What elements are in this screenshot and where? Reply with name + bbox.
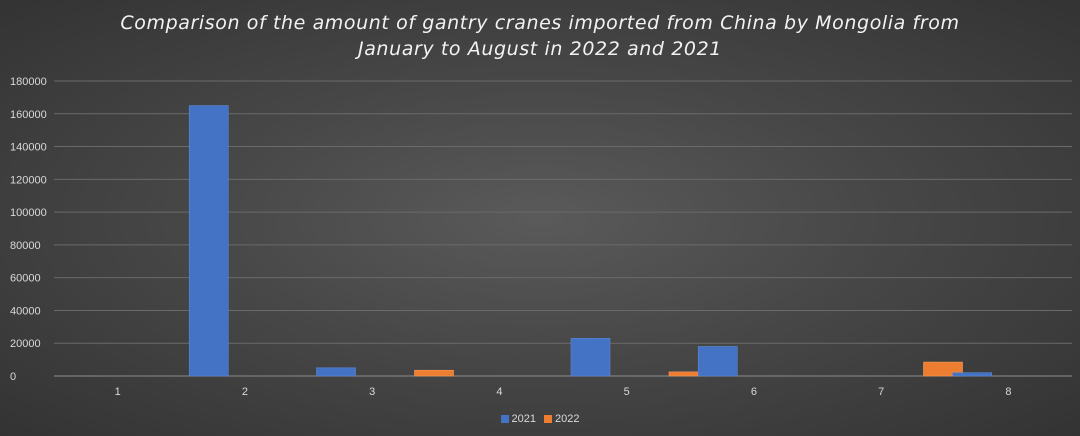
y-tick-label: 80000 — [10, 240, 41, 252]
y-tick-label: 20000 — [10, 338, 41, 350]
legend-label-2022: 2022 — [555, 413, 580, 425]
y-tick-label: 40000 — [10, 305, 41, 317]
x-tick-label: 2 — [242, 386, 248, 398]
bar-2021-5 — [570, 338, 611, 377]
chart-title: Comparison of the amount of gantry crane… — [0, 10, 1080, 62]
x-tick-label: 8 — [1005, 386, 1011, 398]
x-tick-label: 6 — [751, 386, 757, 398]
y-tick-label: 120000 — [10, 174, 47, 186]
legend: 2021 2022 — [0, 413, 1080, 425]
bar-2021-2 — [188, 105, 229, 377]
chart-title-line-1: Comparison of the amount of gantry crane… — [120, 12, 960, 34]
x-tick-label: 1 — [115, 386, 121, 398]
x-tick-label: 7 — [878, 386, 884, 398]
legend-swatch-2022 — [544, 415, 552, 423]
bar-2021-3 — [316, 367, 356, 377]
x-tick-label: 3 — [369, 386, 375, 398]
chart-title-line-2: January to August in 2022 and 2021 — [357, 38, 722, 60]
x-tick-label: 5 — [624, 386, 630, 398]
legend-label-2021: 2021 — [511, 413, 536, 425]
y-tick-label: 60000 — [10, 273, 41, 285]
legend-swatch-2021 — [500, 415, 509, 423]
legend-item-2022: 2022 — [544, 413, 579, 425]
y-tick-label: 140000 — [10, 142, 47, 154]
x-tick-label: 4 — [496, 386, 502, 398]
y-tick-label: 160000 — [10, 109, 47, 121]
y-tick-label: 100000 — [10, 207, 47, 219]
y-tick-label: 0 — [10, 371, 16, 383]
bar-2021-6 — [697, 346, 738, 377]
y-tick-label: 180000 — [10, 76, 47, 88]
bar-2021-8 — [952, 372, 993, 377]
bar-2022-3 — [414, 369, 454, 377]
legend-item-2021: 2021 — [500, 413, 536, 425]
